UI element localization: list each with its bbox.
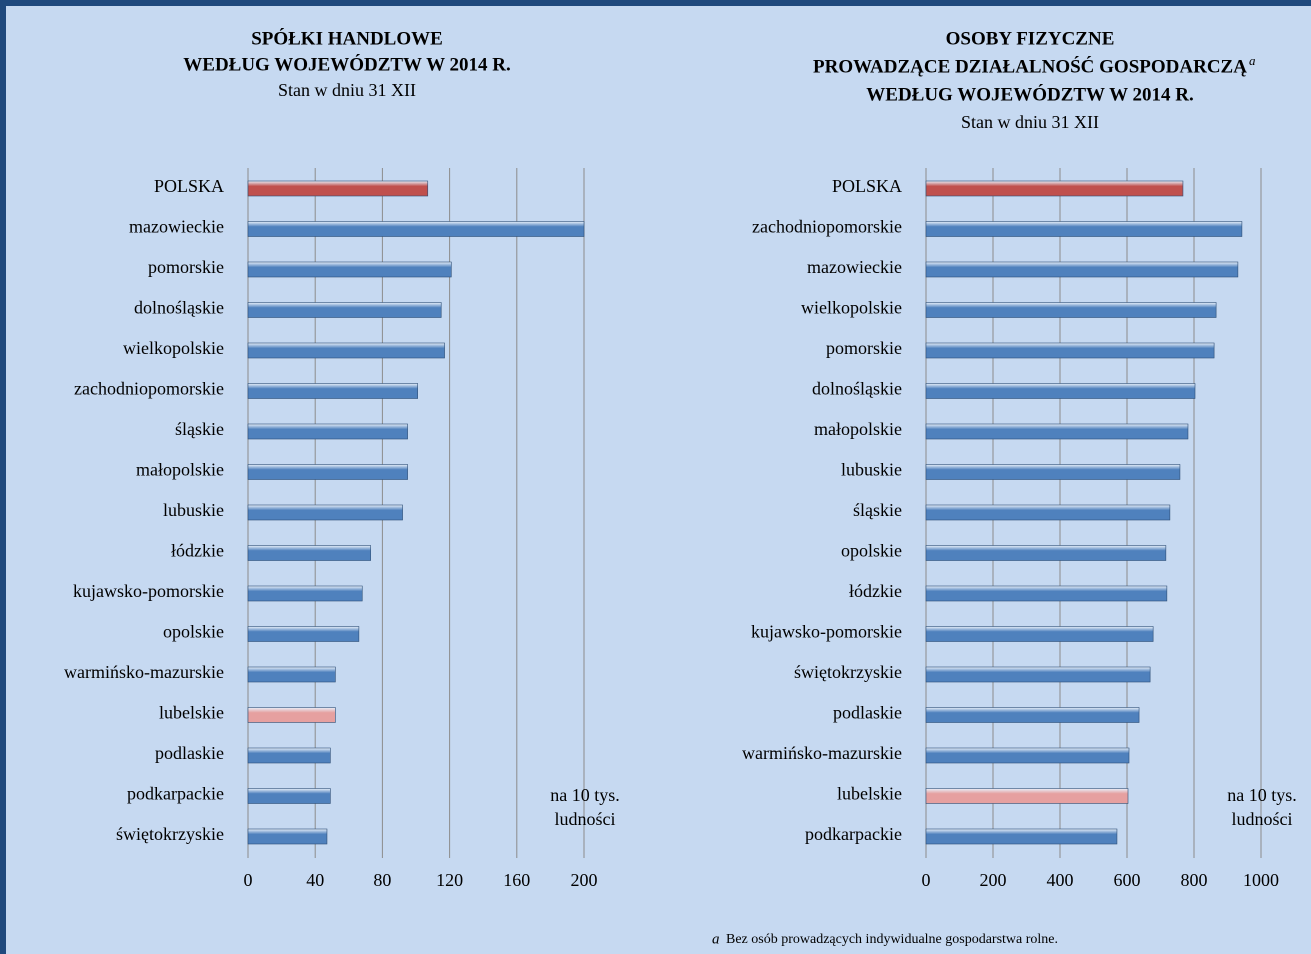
bar [247,585,363,602]
bar [247,342,445,359]
bar [247,302,442,318]
bar [925,464,1181,480]
category-label: wielkopolskie [801,298,902,318]
category-label: lubelskie [159,703,224,723]
category-label: śląskie [175,419,224,439]
bar [247,464,408,480]
x-tick-label: 0 [922,870,931,890]
category-label: podkarpackie [127,784,224,804]
category-label: podkarpackie [805,824,902,844]
bar [925,383,1196,399]
category-label: łódzkie [849,581,902,601]
chart-subtitle: Stan w dniu 31 XII [278,80,416,100]
bar [925,545,1167,561]
x-tick-label: 800 [1181,870,1208,890]
category-label: lubuskie [841,460,902,480]
bar [925,261,1239,278]
footnote: Bez osób prowadzących indywidualne gospo… [726,932,1058,947]
category-label: opolskie [163,622,224,642]
bar [925,221,1243,237]
chart-title: WEDŁUG WOJEWÓDZTW W 2014 R. [183,53,510,75]
category-label: warmińsko-mazurskie [64,662,224,682]
chart-title: SPÓŁKI HANDLOWE [251,27,443,49]
bar [925,828,1118,845]
bar [247,626,360,642]
bar [925,666,1151,683]
x-tick-label: 160 [503,870,530,890]
category-label: małopolskie [814,419,902,439]
category-label: warmińsko-mazurskie [742,743,902,763]
category-label: podlaskie [833,703,902,723]
x-tick-label: 200 [980,870,1007,890]
bar [247,707,336,723]
category-label: śląskie [853,500,902,520]
category-label: małopolskie [136,460,224,480]
category-label: lubuskie [163,500,224,520]
category-label: POLSKA [154,176,224,196]
footnote-marker: a [712,931,720,947]
category-label: podlaskie [155,743,224,763]
chart-title: OSOBY FIZYCZNE [946,28,1115,49]
category-label: pomorskie [148,257,224,277]
annotation: ludności [1232,809,1293,829]
bar [247,828,328,845]
chart-title: WEDŁUG WOJEWÓDZTW W 2014 R. [866,83,1193,105]
category-label: pomorskie [826,338,902,358]
bar [247,221,585,237]
bar [925,180,1184,197]
bar [247,666,336,683]
bar [925,747,1130,764]
bar [925,585,1168,602]
x-tick-label: 1000 [1243,870,1279,890]
bar [247,423,408,440]
x-tick-label: 40 [306,870,324,890]
category-label: dolnośląskie [812,379,902,399]
chart-subtitle: Stan w dniu 31 XII [961,112,1099,132]
category-label: zachodniopomorskie [74,379,224,399]
category-label: dolnośląskie [134,298,224,318]
category-label: POLSKA [832,176,902,196]
category-label: mazowieckie [129,217,224,237]
x-tick-label: 120 [436,870,463,890]
category-label: świętokrzyskie [794,662,902,682]
category-label: opolskie [841,541,902,561]
bar [247,747,331,764]
bar [247,788,331,804]
frame-top [0,0,1311,6]
category-label: kujawsko-pomorskie [751,622,902,642]
category-label: lubelskie [837,784,902,804]
bar [925,788,1129,804]
bar [925,504,1171,521]
bar [925,302,1217,318]
bar [925,342,1215,359]
chart-title: PROWADZĄCE DZIAŁALNOŚĆ GOSPODARCZĄ [813,55,1247,77]
annotation: na 10 tys. [550,785,620,805]
bar [247,261,452,278]
x-tick-label: 200 [571,870,598,890]
bar [247,504,403,521]
x-tick-label: 400 [1047,870,1074,890]
bar [925,707,1140,723]
category-label: łódzkie [171,541,224,561]
annotation: ludności [555,809,616,829]
category-label: mazowieckie [807,257,902,277]
frame-left [0,0,6,954]
bar [925,626,1154,642]
bar [247,545,371,561]
category-label: świętokrzyskie [116,824,224,844]
bar [247,180,429,197]
x-tick-label: 600 [1114,870,1141,890]
bar [925,423,1189,440]
category-label: wielkopolskie [123,338,224,358]
x-tick-label: 0 [244,870,253,890]
x-tick-label: 80 [373,870,391,890]
bar [247,383,418,399]
annotation: na 10 tys. [1227,785,1297,805]
category-label: kujawsko-pomorskie [73,581,224,601]
title-marker: a [1249,53,1256,68]
category-label: zachodniopomorskie [752,217,902,237]
